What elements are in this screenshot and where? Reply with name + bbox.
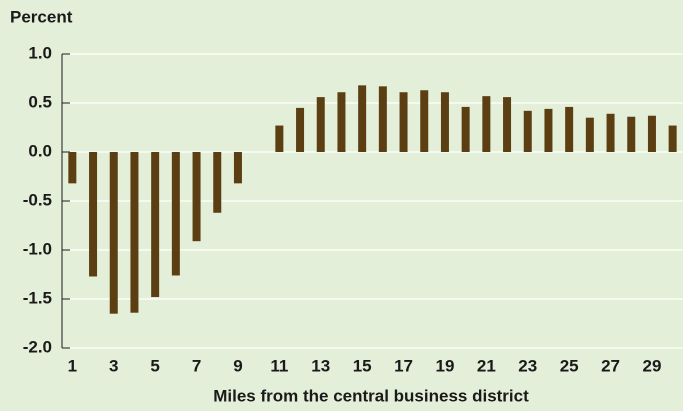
bar bbox=[275, 125, 284, 152]
y-tick-label: -1.5 bbox=[23, 288, 52, 307]
bar bbox=[316, 97, 325, 152]
bar bbox=[213, 152, 222, 213]
x-tick-label: 21 bbox=[477, 356, 496, 375]
bar bbox=[668, 125, 677, 152]
bar bbox=[233, 152, 242, 184]
bar bbox=[647, 115, 656, 152]
x-tick-label: 9 bbox=[233, 356, 242, 375]
bar bbox=[109, 152, 118, 314]
bar bbox=[337, 92, 346, 152]
bar bbox=[192, 152, 201, 242]
bar bbox=[151, 152, 160, 298]
bar bbox=[565, 106, 574, 152]
bar bbox=[171, 152, 180, 276]
x-axis-title: Miles from the central business district bbox=[213, 386, 529, 405]
bar bbox=[585, 117, 594, 152]
x-tick-label: 27 bbox=[601, 356, 620, 375]
x-tick-label: 3 bbox=[109, 356, 118, 375]
bar bbox=[378, 86, 387, 152]
bar bbox=[503, 97, 512, 152]
x-tick-label: 13 bbox=[311, 356, 330, 375]
bar bbox=[627, 116, 636, 152]
bar bbox=[523, 110, 532, 152]
bar bbox=[544, 108, 553, 152]
bar bbox=[296, 107, 305, 152]
x-tick-label: 15 bbox=[353, 356, 372, 375]
bar bbox=[399, 92, 408, 152]
y-tick-label: -1.0 bbox=[23, 239, 52, 258]
bar bbox=[89, 152, 98, 277]
bar bbox=[420, 90, 429, 152]
x-tick-label: 11 bbox=[270, 356, 288, 375]
y-tick-label: -0.5 bbox=[23, 190, 52, 209]
bar bbox=[68, 152, 77, 184]
x-tick-label: 19 bbox=[435, 356, 454, 375]
y-tick-label: 1.0 bbox=[28, 43, 52, 62]
x-tick-label: 23 bbox=[518, 356, 537, 375]
bar bbox=[358, 85, 367, 152]
y-tick-label: -2.0 bbox=[23, 337, 52, 356]
bar bbox=[482, 96, 491, 152]
x-tick-label: 17 bbox=[394, 356, 413, 375]
y-axis-title: Percent bbox=[10, 7, 73, 26]
bar bbox=[440, 92, 449, 152]
y-tick-label: 0.5 bbox=[28, 92, 52, 111]
y-tick-label: 0.0 bbox=[28, 141, 52, 160]
bar bbox=[461, 106, 470, 152]
x-tick-label: 25 bbox=[560, 356, 579, 375]
bar bbox=[130, 152, 139, 313]
bar bbox=[606, 113, 615, 152]
x-tick-label: 7 bbox=[192, 356, 201, 375]
x-tick-label: 1 bbox=[68, 356, 77, 375]
x-tick-label: 5 bbox=[150, 356, 159, 375]
x-tick-label: 29 bbox=[642, 356, 661, 375]
